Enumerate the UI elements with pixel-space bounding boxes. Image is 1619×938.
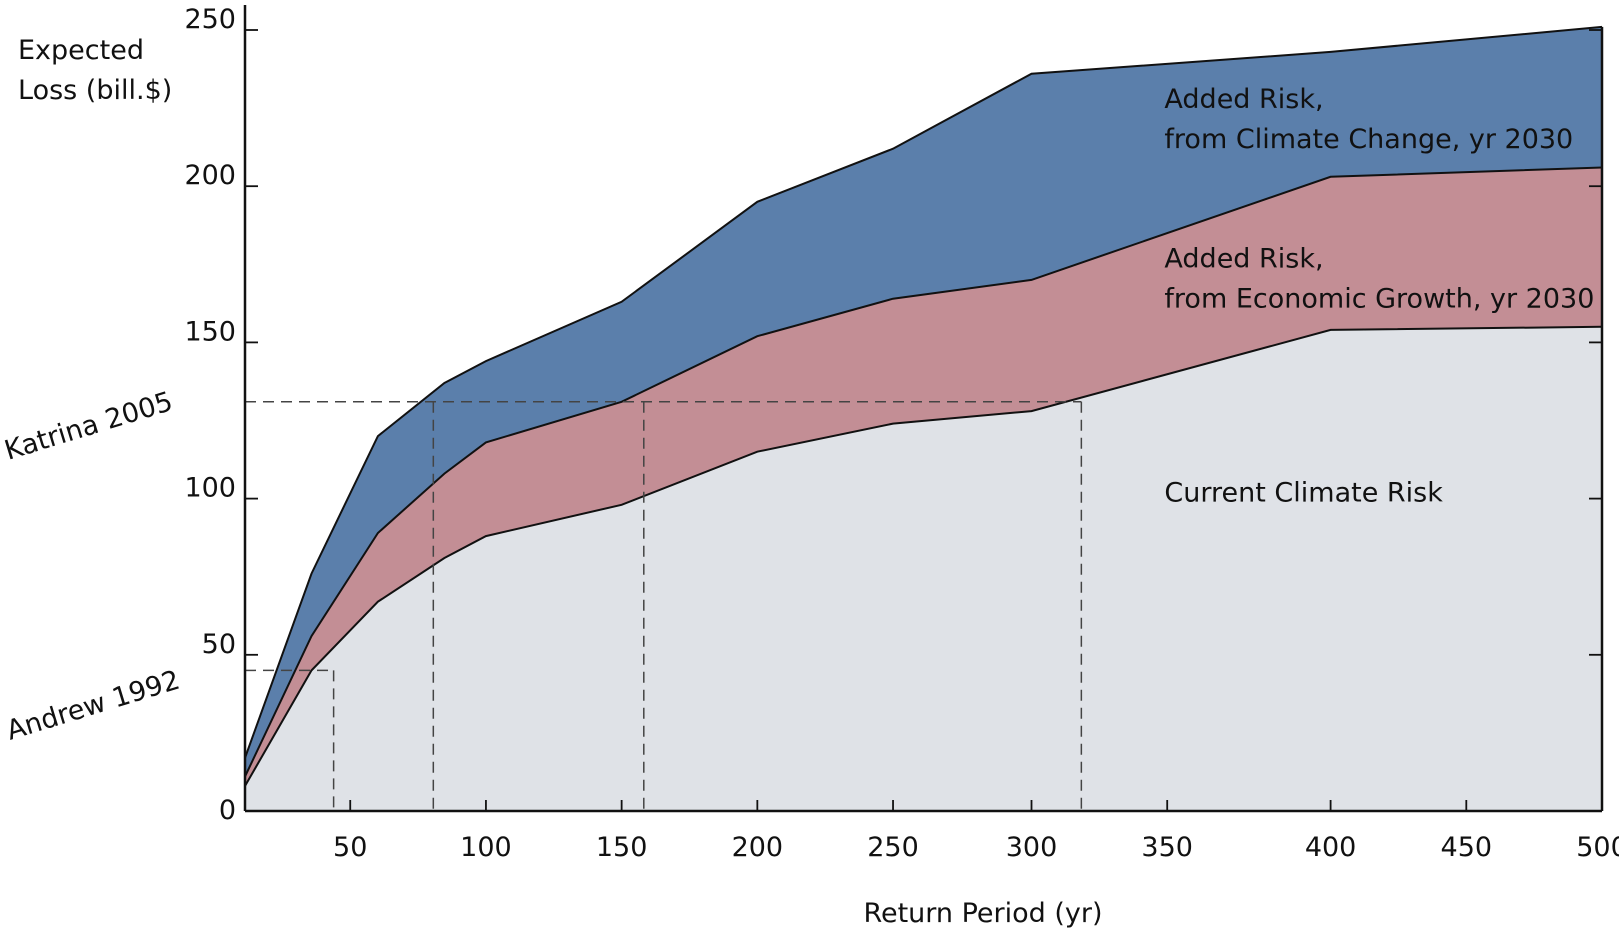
x-tick-label: 350 <box>1141 832 1193 863</box>
series-boundary-line-0 <box>244 325 1603 787</box>
katrina-label: Katrina 2005 <box>1 386 176 466</box>
series-label: Current Climate Risk <box>1164 478 1443 509</box>
area-series-1 <box>245 167 1602 786</box>
y-axis-title-line-2: Loss (bill.$) <box>18 75 172 106</box>
x-tick-label: 100 <box>460 832 512 863</box>
area-series-0 <box>245 326 1602 811</box>
x-tick-label: 200 <box>732 832 784 863</box>
series-label: from Economic Growth, yr 2030 <box>1164 283 1594 314</box>
x-tick-label: 500 <box>1576 832 1619 863</box>
y-axis-title-line-1: Expected <box>18 35 144 66</box>
x-tick-label: 50 <box>333 832 367 863</box>
series-boundary-line-2 <box>244 25 1603 759</box>
series-label: from Climate Change, yr 2030 <box>1164 124 1573 155</box>
y-tick-label: 200 <box>184 160 236 191</box>
x-tick-label: 150 <box>596 832 648 863</box>
y-tick-label: 0 <box>219 795 236 826</box>
labels: 0 50 100 150 200 250 50 100 150 200 250 300 350 400 45… <box>184 4 1619 863</box>
y-tick-label: 150 <box>184 316 236 347</box>
x-tick-label: 400 <box>1305 832 1357 863</box>
series-label: Added Risk, <box>1164 84 1323 115</box>
x-axis-title: Return Period (yr) <box>863 898 1102 929</box>
x-tick-label: 300 <box>1006 832 1058 863</box>
reference-lines <box>245 401 1083 811</box>
y-tick-label: 100 <box>184 473 236 504</box>
series-boundary-line-1 <box>244 166 1603 778</box>
series-label: Added Risk, <box>1164 243 1323 274</box>
y-tick-label: 250 <box>184 4 236 35</box>
axes <box>243 5 1604 813</box>
x-tick-label: 250 <box>867 832 919 863</box>
y-tick-label: 50 <box>202 629 236 660</box>
andrew-label: Andrew 1992 <box>3 665 183 747</box>
x-tick-label: 450 <box>1441 832 1493 863</box>
